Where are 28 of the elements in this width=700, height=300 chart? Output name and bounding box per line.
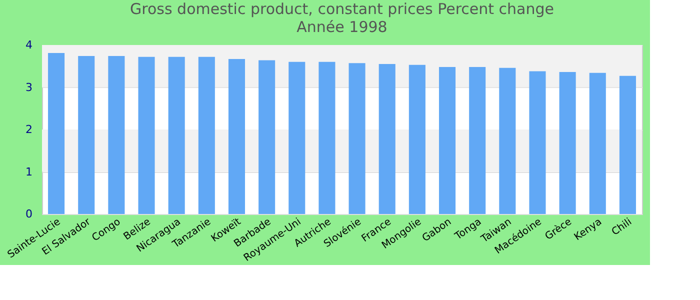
bar — [138, 56, 155, 214]
chart-subtitle: Année 1998 — [296, 18, 388, 36]
y-tick-label: 1 — [26, 165, 32, 178]
bar — [619, 76, 636, 214]
bar — [589, 72, 606, 214]
bar — [318, 62, 336, 214]
bar — [48, 53, 65, 214]
bar — [108, 56, 125, 214]
chart-title: Gross domestic product, constant prices Percent change — [130, 0, 554, 18]
bar — [258, 60, 276, 214]
bar — [168, 56, 185, 214]
bar — [378, 64, 396, 214]
bar — [469, 66, 486, 214]
bar — [559, 72, 576, 214]
bar — [228, 58, 246, 214]
bar — [438, 66, 456, 214]
y-tick-label: 3 — [26, 80, 32, 94]
bar — [198, 56, 215, 214]
bar — [529, 71, 546, 214]
bar — [408, 64, 426, 214]
bar — [288, 62, 306, 214]
bar — [499, 68, 516, 214]
bar — [348, 63, 366, 214]
bar — [78, 56, 95, 214]
y-tick-label: 4 — [26, 38, 32, 52]
y-tick-label: 2 — [26, 123, 32, 136]
x-tick-label: Chili — [610, 216, 634, 238]
y-tick-label: 0 — [26, 208, 32, 220]
